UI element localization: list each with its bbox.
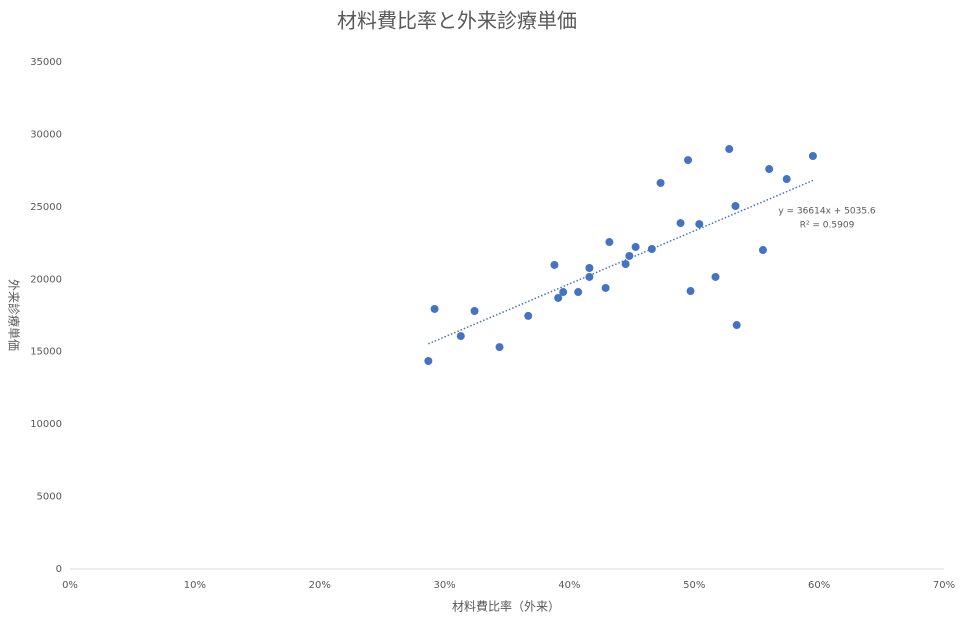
y-axis-title: 外来診療単価 bbox=[7, 279, 22, 351]
point bbox=[585, 272, 594, 281]
y-tick-label: 0 bbox=[56, 564, 62, 575]
point bbox=[656, 178, 665, 187]
point bbox=[456, 332, 465, 341]
point bbox=[524, 311, 533, 320]
point bbox=[625, 251, 634, 260]
point bbox=[495, 343, 504, 352]
x-tick-label: 40% bbox=[558, 580, 580, 591]
point bbox=[585, 263, 594, 272]
point bbox=[808, 152, 817, 161]
point bbox=[424, 356, 433, 365]
point bbox=[676, 219, 685, 228]
point bbox=[782, 175, 791, 184]
point bbox=[559, 288, 568, 297]
y-tick-label: 35000 bbox=[30, 57, 62, 68]
point bbox=[765, 165, 774, 174]
y-tick-label: 25000 bbox=[30, 202, 62, 213]
point bbox=[686, 287, 695, 296]
y-tick-label: 10000 bbox=[30, 419, 62, 430]
trendline-r-squared: R² = 0.5909 bbox=[800, 221, 855, 231]
point bbox=[725, 145, 734, 154]
point bbox=[470, 307, 479, 316]
point bbox=[554, 293, 563, 302]
x-tick-label: 20% bbox=[309, 580, 331, 591]
point bbox=[621, 260, 630, 269]
x-tick-label: 30% bbox=[433, 580, 455, 591]
x-tick-label: 70% bbox=[933, 580, 955, 591]
point bbox=[711, 272, 720, 281]
y-tick-label: 30000 bbox=[30, 129, 62, 140]
point bbox=[605, 238, 614, 247]
point bbox=[574, 288, 583, 297]
point bbox=[430, 304, 439, 313]
point bbox=[647, 245, 656, 254]
y-tick-label: 15000 bbox=[30, 347, 62, 358]
x-tick-label: 50% bbox=[683, 580, 705, 591]
x-axis-title: 材料費比率（外来） bbox=[452, 599, 560, 614]
trendline-equation: y = 36614x + 5035.6 bbox=[778, 207, 876, 217]
point bbox=[731, 201, 740, 210]
point bbox=[550, 260, 559, 269]
point bbox=[758, 246, 767, 255]
x-tick-label: 60% bbox=[808, 580, 830, 591]
point bbox=[684, 156, 693, 165]
y-tick-label: 20000 bbox=[30, 274, 62, 285]
point bbox=[601, 283, 610, 292]
x-tick-label: 10% bbox=[184, 580, 206, 591]
point bbox=[695, 220, 704, 229]
point bbox=[732, 321, 741, 330]
x-tick-label: 0% bbox=[62, 580, 78, 591]
chart-title: 材料費比率と外来診療単価 bbox=[337, 9, 577, 33]
point bbox=[631, 242, 640, 251]
y-tick-label: 5000 bbox=[37, 492, 62, 503]
